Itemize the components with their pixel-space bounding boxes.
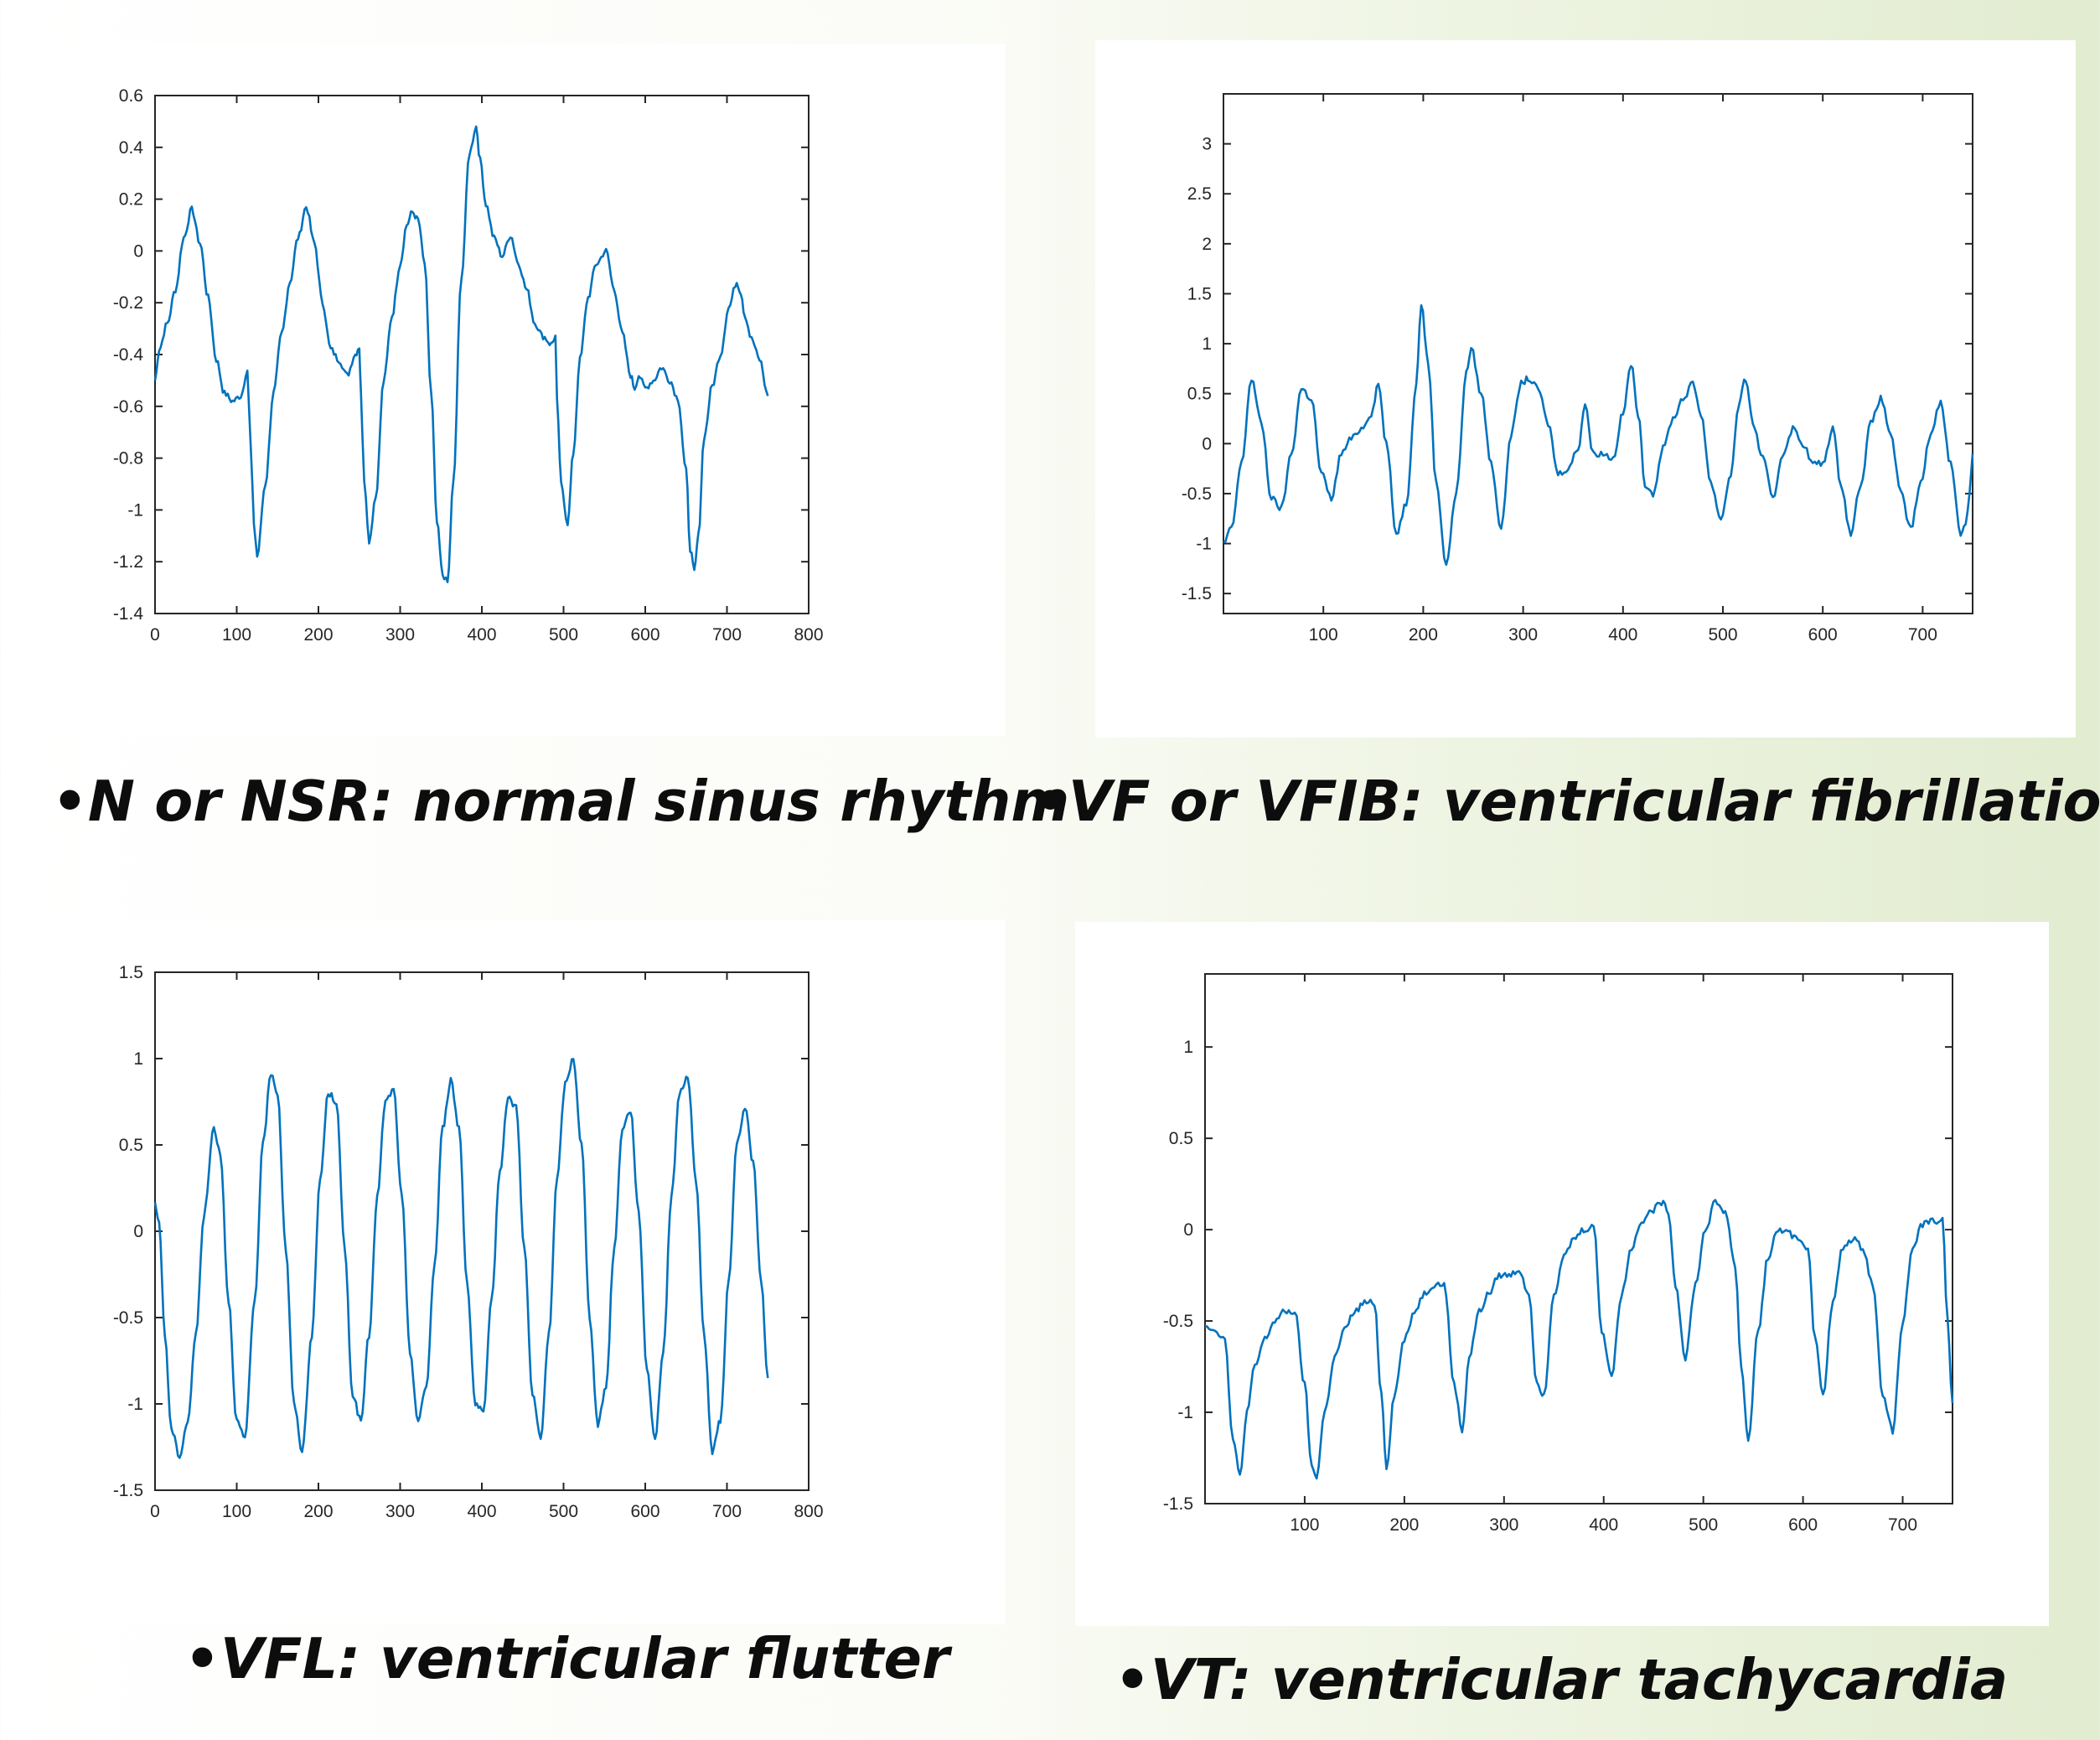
caption-vfl: •VFL: ventricular flutter [184, 1626, 950, 1691]
y-tick-label: -1.4 [113, 604, 144, 624]
y-tick-label: 0.4 [119, 138, 144, 158]
x-tick-label: 700 [1908, 625, 1937, 645]
x-tick-label: 100 [222, 1502, 251, 1521]
y-tick-label: 0 [133, 241, 143, 261]
chart-vfl: 0 100 200 300 400 500 600 700 800 -1.5 -1 -0.5 0 0.5 1… [113, 963, 824, 1521]
plot-frame [1204, 973, 1953, 1504]
y-tick-label: 1 [133, 1049, 143, 1069]
y-tick-label: -1.5 [1163, 1494, 1193, 1514]
y-tick-label: -0.2 [113, 293, 143, 313]
x-tick-label: 200 [1409, 625, 1438, 645]
y-tick-label: -1 [1196, 535, 1212, 554]
x-tick-label: 400 [467, 1502, 496, 1521]
chart-panel-nsr: 0 100 200 300 400 500 600 700 800 -1.4 -1.2 -1 -0.8 -… [25, 44, 1006, 736]
x-tick-label: 600 [630, 625, 659, 645]
ecg-trace-line [153, 125, 769, 583]
x-tick-label: 0 [150, 1502, 160, 1521]
chart-vt: 100 200 300 400 500 600 700 -1.5 -1 -0.5 0 0.5 1 [1163, 973, 1954, 1535]
caption-vf: •VF or VFIB: ventricular fibrillation [1032, 769, 2100, 834]
y-tick-label: 0.5 [119, 1136, 143, 1155]
y-tick-label: -1.5 [113, 1481, 143, 1500]
chart-panel-vt: 100 200 300 400 500 600 700 -1.5 -1 -0.5 0 0.5 1 [1075, 922, 2049, 1626]
chart-nsr: 0 100 200 300 400 500 600 700 800 -1.4 -1.2 -1 -0.8 -… [113, 86, 824, 645]
y-tick-label: -1.5 [1182, 584, 1212, 603]
x-tick-label: 500 [549, 625, 578, 645]
x-tick-label: 700 [1888, 1515, 1917, 1535]
plot-frame [154, 971, 809, 1491]
y-tick-label: 0 [1202, 434, 1212, 453]
x-tick-label: 600 [1788, 1515, 1818, 1535]
x-tick-label: 100 [222, 625, 251, 645]
y-tick-label: 0 [133, 1222, 143, 1241]
x-tick-label: 500 [1708, 625, 1737, 645]
y-tick-label: -0.5 [1182, 484, 1212, 504]
y-tick-label: -0.5 [113, 1308, 143, 1328]
y-tick-label: -1 [1177, 1403, 1193, 1422]
y-tick-label: 0 [1183, 1220, 1193, 1240]
y-tick-label: -1 [127, 500, 143, 520]
y-tick-label: 1 [1183, 1038, 1193, 1057]
y-tick-label: -0.5 [1163, 1312, 1193, 1331]
x-tick-label: 500 [549, 1502, 578, 1521]
y-tick-label: 0.5 [1169, 1129, 1193, 1148]
y-tick-label: 3 [1202, 135, 1212, 154]
chart-vf: 100 200 300 400 500 600 700 -1.5 -1 -0.5 0 0.5 1 1.5 2… [1182, 93, 1974, 645]
x-tick-label: 700 [712, 625, 742, 645]
x-tick-label: 0 [150, 625, 160, 645]
x-tick-label: 700 [712, 1502, 742, 1521]
x-tick-label: 600 [1808, 625, 1838, 645]
plot-frame [1223, 93, 1973, 614]
chart-panel-vfl: 0 100 200 300 400 500 600 700 800 -1.5 -1 -0.5 0 0.5 1… [25, 920, 1006, 1624]
ecg-trace-line [1204, 1199, 1954, 1480]
x-tick-label: 200 [303, 1502, 333, 1521]
x-tick-label: 400 [1589, 1515, 1618, 1535]
y-tick-label: 0.6 [119, 86, 143, 106]
y-tick-label: -0.6 [113, 397, 143, 417]
x-tick-label: 500 [1689, 1515, 1718, 1535]
x-tick-label: 200 [303, 625, 333, 645]
x-tick-label: 300 [385, 625, 415, 645]
x-tick-label: 100 [1290, 1515, 1319, 1535]
y-tick-label: -0.4 [113, 345, 144, 365]
chart-panel-vf: 100 200 300 400 500 600 700 -1.5 -1 -0.5 0 0.5 1 1.5 2… [1095, 40, 2076, 738]
caption-nsr: •N or NSR: normal sinus rhythm [52, 769, 1070, 834]
x-tick-label: 600 [630, 1502, 659, 1521]
y-tick-label: 2 [1202, 235, 1212, 254]
x-tick-label: 800 [794, 1502, 823, 1521]
y-tick-label: 1.5 [119, 963, 143, 982]
y-tick-label: -1.2 [113, 552, 143, 572]
x-tick-label: 300 [1508, 625, 1538, 645]
x-tick-label: 100 [1309, 625, 1338, 645]
caption-vt: •VT: ventricular tachycardia [1115, 1647, 2009, 1712]
x-tick-label: 800 [794, 625, 823, 645]
x-tick-label: 400 [1608, 625, 1637, 645]
x-tick-label: 300 [1489, 1515, 1518, 1535]
y-tick-label: 2.5 [1187, 184, 1212, 204]
y-tick-label: 1 [1202, 334, 1212, 354]
y-tick-label: 1.5 [1187, 284, 1212, 303]
y-tick-label: 0.5 [1187, 385, 1212, 404]
x-tick-label: 300 [385, 1502, 415, 1521]
ecg-trace-line [153, 1058, 769, 1459]
y-tick-label: 0.2 [119, 190, 143, 210]
y-tick-label: -1 [127, 1395, 143, 1414]
x-tick-label: 200 [1389, 1515, 1419, 1535]
y-tick-label: -0.8 [113, 449, 143, 469]
x-tick-label: 400 [467, 625, 496, 645]
ecg-trace-line [1223, 303, 1974, 567]
